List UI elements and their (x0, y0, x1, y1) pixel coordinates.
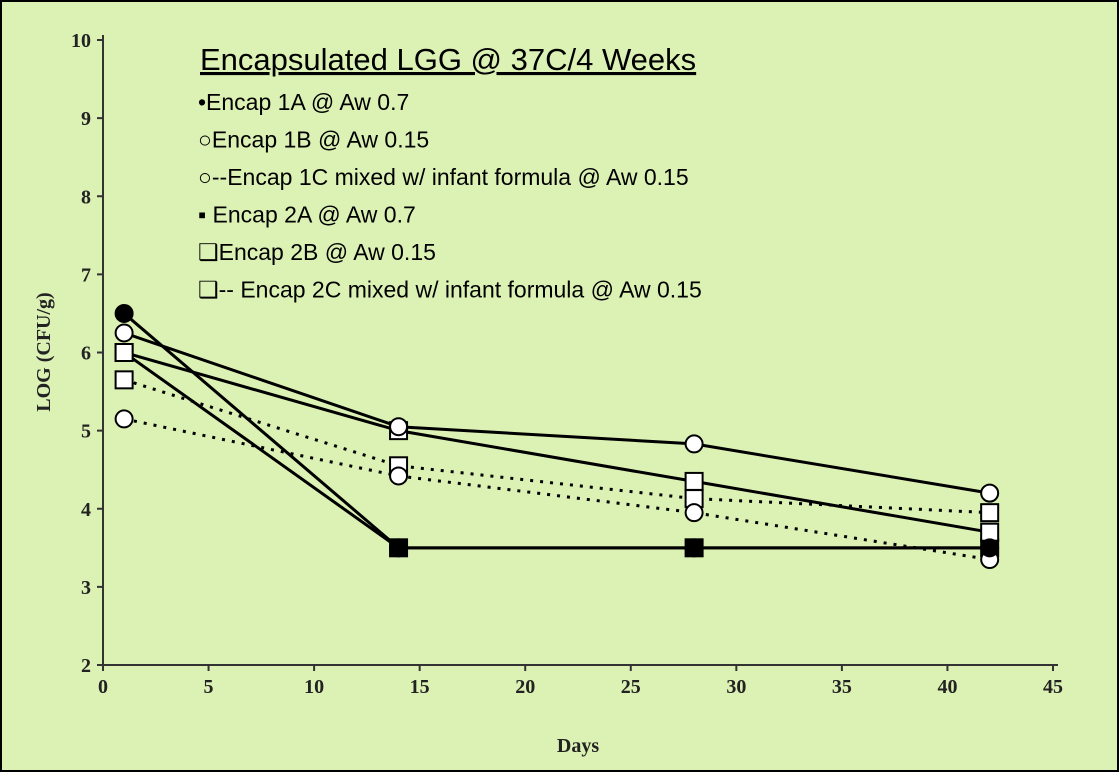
y-tick-label: 8 (81, 186, 91, 208)
x-axis-label: Days (557, 735, 599, 757)
x-tick-label: 5 (204, 676, 214, 698)
legend-entry: ❑Encap 2B @ Aw 0.15 (198, 239, 436, 265)
y-tick-label: 6 (81, 343, 91, 365)
series-line (123, 417, 990, 562)
x-tick-label: 30 (726, 676, 746, 698)
marker (684, 434, 704, 454)
marker (980, 503, 1000, 523)
y-axis-label: LOG (CFU/g) (33, 292, 55, 411)
marker (980, 522, 1000, 542)
marker (980, 483, 1000, 503)
x-tick-label: 40 (937, 676, 957, 698)
marker (389, 538, 409, 558)
x-tick-label: 20 (515, 676, 535, 698)
marker (114, 343, 134, 362)
legend-entry: ▪ Encap 2A @ Aw 0.7 (198, 202, 416, 228)
x-tick-label: 25 (621, 676, 641, 698)
series-line (123, 331, 990, 495)
marker (980, 538, 1000, 558)
x-tick-label: 15 (410, 676, 430, 698)
legend-entry: ○--Encap 1C mixed w/ infant formula @ Aw… (198, 164, 689, 190)
chart-title: Encapsulated LGG @ 37C/4 Weeks (200, 42, 696, 77)
marker (114, 323, 134, 343)
marker (389, 417, 409, 437)
marker (114, 370, 134, 390)
marker (114, 409, 134, 429)
y-tick-label: 3 (81, 577, 91, 599)
y-tick-label: 7 (81, 264, 91, 286)
marker (684, 538, 704, 558)
marker (684, 503, 704, 523)
x-tick-label: 35 (832, 676, 852, 698)
y-tick-label: 10 (71, 30, 91, 52)
legend-entry: •Encap 1A @ Aw 0.7 (198, 89, 409, 115)
y-tick-label: 9 (81, 108, 91, 130)
x-tick-label: 45 (1043, 676, 1063, 698)
series-line (123, 351, 990, 550)
marker (114, 303, 134, 323)
y-tick-label: 5 (81, 421, 91, 443)
x-tick-label: 0 (98, 676, 108, 698)
y-tick-label: 2 (81, 655, 91, 677)
marker (684, 471, 704, 491)
y-tick-label: 4 (81, 499, 91, 521)
legend-entry: ❑-- Encap 2C mixed w/ infant formula @ A… (198, 277, 702, 303)
series-line (123, 378, 990, 515)
legend-entry: ○Encap 1B @ Aw 0.15 (198, 127, 429, 153)
x-tick-label: 10 (304, 676, 324, 698)
marker (389, 466, 409, 486)
